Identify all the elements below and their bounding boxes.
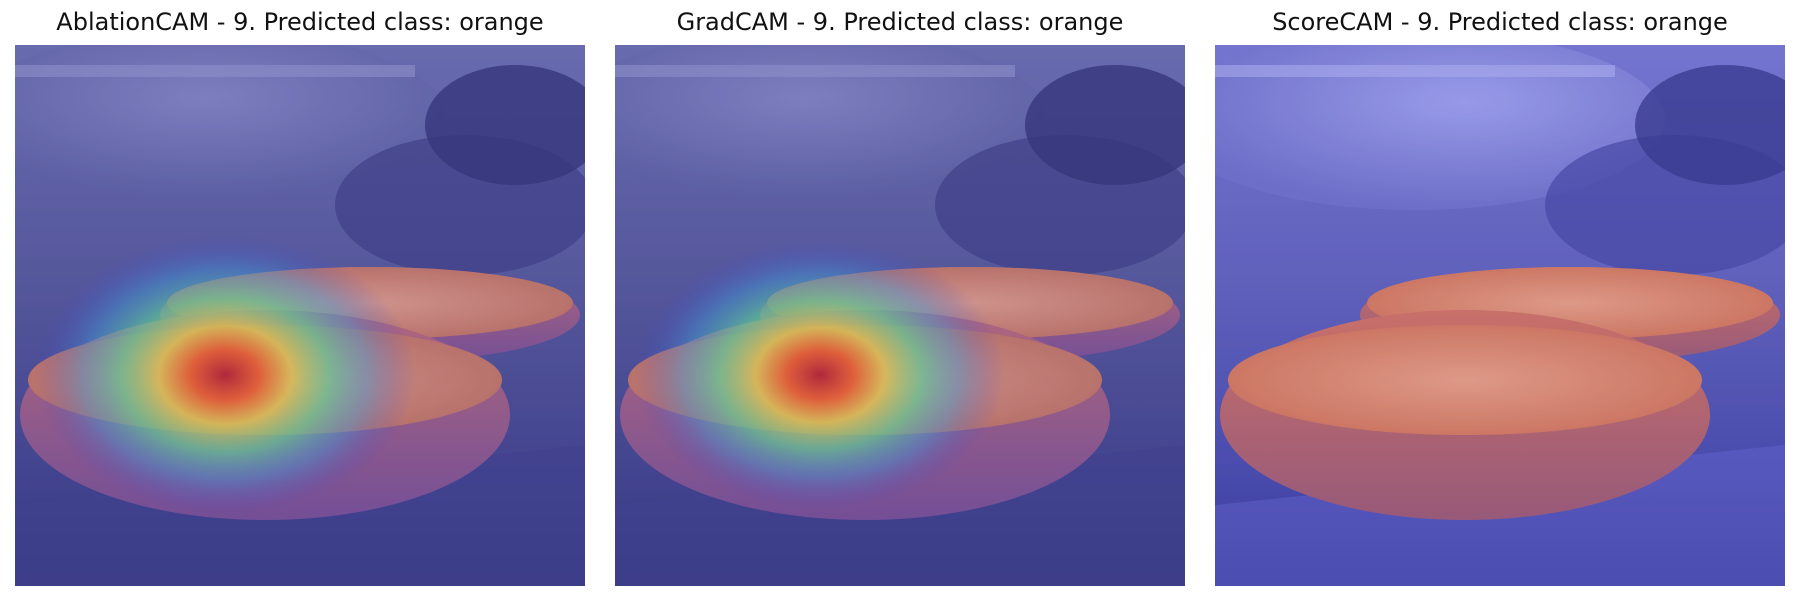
ablationcam-title: AblationCAM - 9. Predicted class: orange	[56, 8, 544, 36]
scorecam-panel: ScoreCAM - 9. Predicted class: orange	[1215, 0, 1785, 600]
scorecam-image	[1215, 45, 1785, 586]
gradcam-panel: GradCAM - 9. Predicted class: orange	[615, 0, 1185, 600]
ablationcam-panel: AblationCAM - 9. Predicted class: orange	[15, 0, 585, 600]
ablationcam-image	[15, 45, 585, 586]
gradcam-image	[615, 45, 1185, 586]
scorecam-title: ScoreCAM - 9. Predicted class: orange	[1272, 8, 1728, 36]
gradcam-title: GradCAM - 9. Predicted class: orange	[676, 8, 1124, 36]
